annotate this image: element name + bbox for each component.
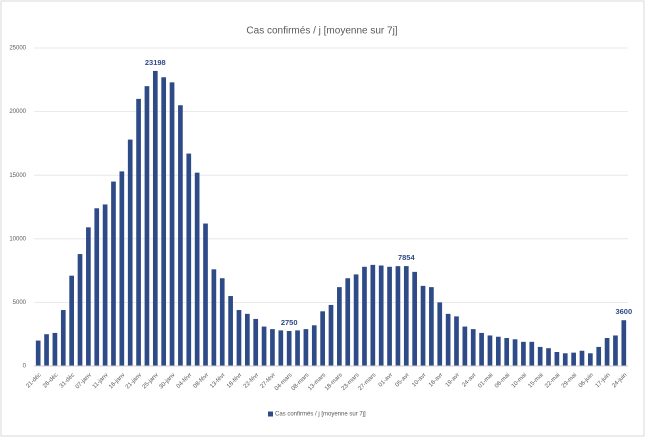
bar xyxy=(345,278,351,366)
bar xyxy=(94,208,100,366)
bar xyxy=(445,313,451,366)
bar xyxy=(102,204,108,366)
bar xyxy=(169,82,175,367)
bar xyxy=(52,332,58,366)
bar xyxy=(504,338,510,366)
bar xyxy=(111,181,116,366)
bar xyxy=(295,330,300,366)
bar xyxy=(286,331,292,366)
bar xyxy=(186,153,192,366)
bar xyxy=(420,285,426,366)
y-tick-label: 5000 xyxy=(13,300,27,306)
bar xyxy=(479,332,484,366)
bar xyxy=(144,86,150,366)
bar xyxy=(253,318,259,366)
data-label: 3600 xyxy=(615,307,632,316)
bar xyxy=(370,264,376,366)
bar xyxy=(362,266,367,366)
chart-title: Cas confirmés / j [moyenne sur 7j] xyxy=(246,26,397,37)
bar xyxy=(152,70,158,366)
bar xyxy=(412,271,418,366)
bar xyxy=(588,353,593,366)
bar xyxy=(579,350,585,366)
bar xyxy=(571,352,576,366)
bar xyxy=(119,171,125,366)
bar xyxy=(512,339,518,366)
bar xyxy=(86,227,91,366)
bar xyxy=(320,311,325,366)
bar xyxy=(178,105,183,367)
bar xyxy=(35,340,41,366)
bar xyxy=(596,346,602,366)
bar xyxy=(161,77,167,367)
bar xyxy=(554,352,560,366)
bar xyxy=(546,348,551,366)
bar xyxy=(454,316,459,366)
legend-label: Cas confirmés / j [moyenne sur 7j] xyxy=(275,412,366,418)
data-label: 23198 xyxy=(145,58,166,67)
bar xyxy=(487,335,493,366)
bar xyxy=(604,338,610,366)
bar xyxy=(437,302,443,366)
bar xyxy=(60,310,66,366)
bar xyxy=(77,254,83,366)
bar xyxy=(270,329,275,366)
bar xyxy=(203,223,208,366)
bar xyxy=(69,275,74,366)
bar xyxy=(194,172,200,366)
bar xyxy=(44,334,49,366)
bar xyxy=(529,341,535,366)
bar xyxy=(211,269,217,366)
legend-swatch xyxy=(268,411,273,417)
y-tick-label: 15000 xyxy=(9,173,26,179)
bar xyxy=(462,326,468,366)
bar xyxy=(261,326,267,366)
bar xyxy=(521,341,526,366)
bar xyxy=(219,278,225,366)
data-label: 7854 xyxy=(398,253,416,262)
bar xyxy=(244,313,250,366)
bar xyxy=(311,325,317,366)
bar xyxy=(228,296,233,366)
bar xyxy=(470,329,476,366)
bar xyxy=(378,265,384,366)
bar xyxy=(328,304,334,366)
bar xyxy=(337,287,342,366)
bar xyxy=(136,98,141,366)
bar xyxy=(303,329,309,366)
bar xyxy=(278,330,284,366)
bar xyxy=(429,287,434,366)
bar xyxy=(395,266,401,366)
y-tick-label: 0 xyxy=(23,364,27,370)
bar xyxy=(236,310,242,366)
bar xyxy=(537,346,543,366)
bar xyxy=(562,353,568,366)
y-tick-label: 20000 xyxy=(9,109,26,115)
data-label: 2750 xyxy=(281,318,298,327)
bar xyxy=(613,335,618,366)
bar xyxy=(127,139,133,366)
bar xyxy=(403,266,409,366)
bar xyxy=(621,320,627,366)
y-tick-label: 10000 xyxy=(9,236,26,242)
bar xyxy=(353,274,359,366)
bar xyxy=(495,336,501,366)
y-tick-label: 25000 xyxy=(9,46,26,52)
bar xyxy=(387,266,392,366)
